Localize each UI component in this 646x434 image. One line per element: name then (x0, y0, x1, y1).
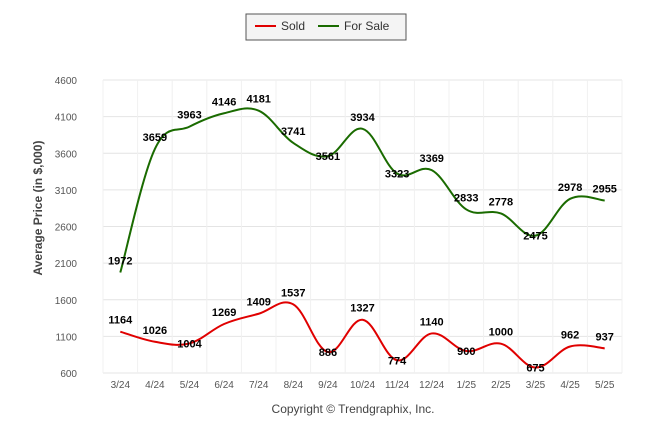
x-tick-label: 10/24 (350, 380, 375, 391)
data-label-sold: 1004 (177, 338, 202, 350)
data-label-for-sale: 1972 (108, 256, 132, 268)
x-tick-label: 9/24 (318, 380, 338, 391)
data-label-sold: 962 (561, 329, 579, 341)
data-label-for-sale: 2778 (489, 196, 513, 208)
series-line-for-sale (119, 107, 605, 273)
data-label-sold: 1140 (420, 316, 444, 328)
data-label-sold: 1269 (212, 307, 236, 319)
x-tick-label: 3/24 (111, 380, 131, 391)
series-line-sold (120, 301, 605, 369)
x-tick-labels: 3/24 4/24 5/24 6/24 7/24 8/24 9/24 10/24 11/24 12… (111, 380, 615, 391)
data-label-for-sale: 2955 (592, 183, 616, 195)
x-tick-label: 5/24 (180, 380, 200, 391)
data-label-for-sale: 3963 (177, 110, 201, 122)
data-label-for-sale: 3323 (385, 169, 409, 181)
y-tick-label: 3100 (55, 186, 78, 197)
y-tick-label: 4100 (55, 113, 78, 124)
data-label-for-sale: 2475 (523, 231, 547, 243)
x-tick-label: 4/25 (560, 380, 580, 391)
gridlines (102, 79, 623, 374)
data-label-sold: 1327 (350, 303, 374, 315)
x-tick-label: 11/24 (385, 380, 410, 391)
y-tick-label: 600 (60, 369, 77, 380)
x-tick-label: 7/24 (249, 380, 269, 391)
data-label-sold: 886 (319, 347, 337, 359)
data-label-sold: 675 (526, 363, 544, 375)
copyright-credit: Copyright © Trendgraphix, Inc. (272, 402, 435, 416)
x-tick-label: 1/25 (457, 380, 477, 391)
data-label-sold: 1026 (143, 325, 167, 337)
x-tick-label: 6/24 (214, 380, 234, 391)
x-tick-label: 12/24 (419, 380, 444, 391)
data-label-sold: 1537 (281, 287, 305, 299)
data-label-for-sale: 4181 (246, 94, 270, 106)
legend-label-sold: Sold (281, 19, 305, 33)
x-tick-label: 5/25 (595, 380, 615, 391)
y-axis-title: Average Price (in $,000) (31, 141, 45, 276)
data-label-for-sale: 2833 (454, 192, 478, 204)
data-label-for-sale: 2978 (558, 182, 582, 194)
y-tick-label: 2600 (55, 223, 78, 234)
data-label-sold: 774 (388, 355, 407, 367)
y-tick-label: 1600 (55, 296, 78, 307)
data-label-sold: 1164 (108, 315, 133, 327)
y-tick-label: 3600 (55, 149, 78, 160)
data-label-for-sale: 3561 (316, 151, 340, 163)
y-tick-labels: 600 1100 1600 2100 2600 3100 3600 4100 4600 (55, 76, 78, 380)
data-label-for-sale: 3369 (419, 153, 443, 165)
data-label-for-sale: 3741 (281, 126, 305, 138)
y-tick-label: 2100 (55, 259, 78, 270)
data-label-sold: 900 (457, 346, 475, 358)
x-tick-label: 2/25 (491, 380, 511, 391)
data-label-sold: 1409 (246, 297, 270, 309)
x-tick-label: 4/24 (145, 380, 165, 391)
legend-label-for-sale: For Sale (344, 19, 390, 33)
legend: Sold For Sale (245, 13, 407, 41)
data-label-for-sale: 3934 (350, 112, 375, 124)
y-tick-label: 1100 (55, 332, 77, 343)
data-label-for-sale: 3659 (143, 132, 167, 144)
data-label-sold: 1000 (489, 327, 513, 339)
x-tick-label: 8/24 (284, 380, 304, 391)
x-tick-label: 3/25 (526, 380, 546, 391)
series-lines (119, 107, 605, 369)
data-label-sold: 937 (596, 331, 614, 343)
data-labels: 1164 1026 1004 1269 1409 1537 886 1327 774 1140 90… (108, 94, 617, 375)
y-tick-label: 4600 (55, 76, 78, 87)
data-label-for-sale: 4146 (212, 96, 236, 108)
